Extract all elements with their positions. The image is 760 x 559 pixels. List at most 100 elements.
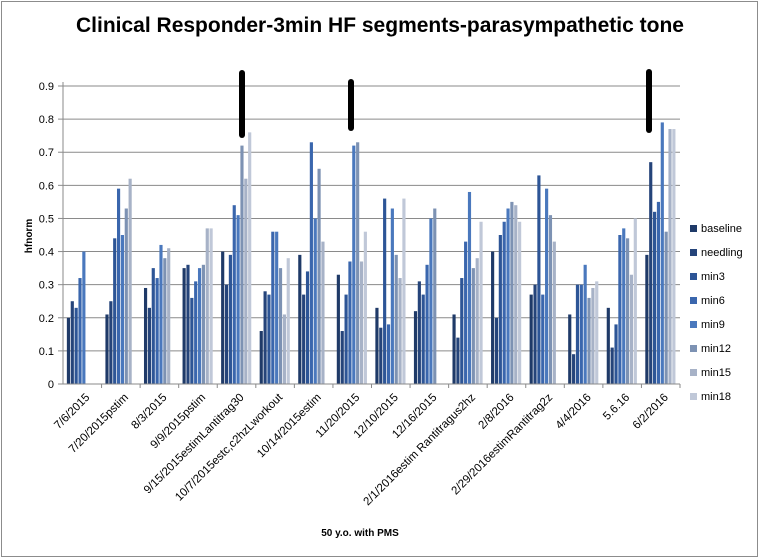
bar	[302, 294, 306, 384]
bar	[159, 244, 163, 384]
bar	[398, 278, 402, 384]
bar	[668, 129, 672, 384]
bar	[626, 238, 630, 384]
bar	[70, 301, 74, 384]
bar	[321, 241, 325, 384]
bar	[386, 324, 391, 384]
bar	[494, 317, 499, 384]
bar	[336, 274, 340, 384]
y-axis-label: hfnorm	[24, 219, 35, 254]
x-tick-label: 4/4/2016	[554, 392, 594, 432]
bar	[533, 284, 537, 384]
x-tick-label: 5.6.16	[601, 392, 632, 423]
bar	[271, 231, 275, 384]
bar	[147, 307, 151, 384]
bar	[205, 228, 209, 384]
bar	[456, 337, 460, 384]
bar	[467, 191, 472, 384]
bar	[66, 317, 71, 384]
bar	[471, 268, 475, 384]
bar	[541, 294, 545, 384]
bar	[610, 347, 614, 384]
x-tick-label: 6/2/2016	[631, 392, 671, 432]
bar	[537, 175, 541, 384]
bar	[433, 208, 437, 384]
bars	[66, 122, 676, 385]
legend-swatch	[690, 345, 697, 352]
bar	[502, 221, 506, 384]
bar	[425, 264, 429, 384]
legend-swatch	[690, 297, 697, 304]
y-tick-label: 0.7	[39, 147, 54, 159]
bar	[190, 297, 194, 384]
y-tick-label: 0.2	[39, 313, 54, 325]
legend-swatch	[690, 393, 697, 400]
bar	[375, 307, 379, 384]
bar	[232, 205, 236, 384]
bar	[74, 307, 78, 384]
bar	[548, 215, 553, 384]
bar	[575, 284, 580, 384]
bar	[402, 198, 406, 384]
bar	[278, 268, 283, 384]
bar	[356, 142, 360, 384]
legend-label: min3	[701, 271, 725, 283]
bar	[124, 208, 128, 384]
bar	[186, 264, 190, 384]
legend-label: min9	[701, 319, 725, 331]
bar	[429, 218, 433, 384]
bar	[464, 241, 468, 384]
bar	[518, 221, 522, 384]
y-axis-ticks: 0 0.1 0.2 0.3 0.4 0.5 0.6 0.7 0.8 0.9	[39, 81, 63, 391]
bar	[143, 287, 148, 384]
bar	[348, 261, 352, 384]
bar	[572, 354, 576, 384]
bar	[109, 301, 113, 384]
legend-label: min15	[701, 367, 731, 379]
legend-label: baseline	[701, 223, 742, 235]
bar	[201, 264, 205, 384]
bar	[618, 235, 622, 384]
bar	[587, 297, 591, 384]
bar	[660, 122, 664, 385]
legend-label: min6	[701, 295, 725, 307]
x-axis-label: 50 y.o. with PMS	[321, 528, 399, 539]
bar	[649, 162, 653, 384]
gridlines	[63, 85, 680, 385]
bar	[194, 281, 198, 384]
bar	[221, 251, 225, 384]
bar	[259, 331, 263, 384]
bar	[182, 268, 186, 384]
y-tick-label: 0	[48, 379, 54, 391]
bar	[664, 231, 668, 384]
bar	[78, 278, 82, 384]
bar	[591, 287, 595, 384]
bar	[452, 314, 456, 384]
bar	[309, 142, 313, 384]
bar	[317, 168, 321, 384]
legend-swatch	[690, 225, 697, 232]
bar	[653, 211, 657, 384]
legend: baseline needling min3 min6 min9 min12 min15 mi…	[690, 223, 743, 403]
y-tick-label: 0.5	[39, 213, 54, 225]
bar	[244, 178, 248, 384]
legend-swatch	[690, 321, 697, 328]
bar	[390, 208, 394, 384]
bar	[421, 294, 425, 384]
annotation-markers	[239, 69, 652, 138]
bar	[228, 254, 232, 384]
bar	[224, 284, 229, 384]
bar	[313, 218, 317, 384]
bar	[340, 331, 344, 384]
bar	[113, 238, 117, 384]
bar	[514, 205, 518, 384]
bar	[475, 258, 479, 384]
x-axis-ticks: 7/6/20157/20/2015pstim8/3/20159/9/2015ps…	[52, 384, 681, 508]
bar	[579, 284, 583, 384]
bar	[552, 241, 556, 384]
bar	[267, 294, 271, 384]
legend-swatch	[690, 273, 697, 280]
bar	[629, 274, 634, 384]
bar	[167, 248, 171, 384]
